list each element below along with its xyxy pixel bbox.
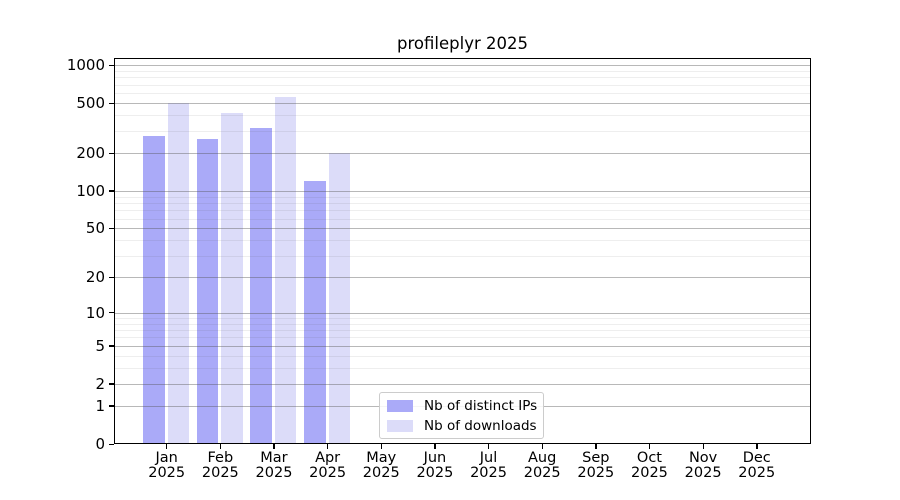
x-tick-mark xyxy=(380,444,383,449)
x-tick-label: Feb 2025 xyxy=(201,450,239,481)
legend-label-downloads: Nb of downloads xyxy=(424,417,537,434)
x-tick-label: Aug 2025 xyxy=(523,450,561,481)
gridline-major xyxy=(114,103,811,105)
y-tick-mark xyxy=(109,383,114,385)
legend: Nb of distinct IPs Nb of downloads xyxy=(379,392,544,439)
y-tick-mark xyxy=(109,405,114,407)
x-tick-mark xyxy=(488,444,490,449)
gridline-minor xyxy=(114,323,811,325)
gridline-minor xyxy=(114,210,811,212)
gridline-major xyxy=(114,228,811,230)
legend-swatch-distinct-ips-icon xyxy=(387,399,413,412)
gridline-minor xyxy=(114,337,811,339)
y-tick-label: 50 xyxy=(85,219,105,238)
y-tick-label: 1 xyxy=(95,396,105,415)
x-tick-label: May 2025 xyxy=(362,450,400,481)
x-tick-label: Apr 2025 xyxy=(309,450,347,481)
bar-downloads-mar-2025 xyxy=(274,97,297,444)
y-tick-label: 10 xyxy=(85,303,105,322)
gridline-minor xyxy=(114,218,811,220)
x-tick-mark xyxy=(595,444,597,449)
gridline-minor xyxy=(114,93,811,95)
gridline-minor xyxy=(114,131,811,133)
y-tick-label: 20 xyxy=(85,268,105,287)
gridline-minor xyxy=(114,240,811,242)
legend-item-distinct-ips: Nb of distinct IPs xyxy=(387,397,538,414)
x-tick-label: Jun 2025 xyxy=(416,450,454,481)
y-tick-label: 500 xyxy=(76,94,105,113)
y-tick-mark xyxy=(109,190,114,192)
x-tick-mark xyxy=(541,444,543,449)
y-tick-label: 1000 xyxy=(66,56,105,75)
y-tick-mark xyxy=(109,102,114,104)
gridline-minor xyxy=(114,329,811,331)
legend-swatch-downloads-icon xyxy=(387,419,413,432)
gridline-major xyxy=(114,345,811,347)
y-tick-label: 5 xyxy=(95,336,105,355)
y-tick-mark xyxy=(109,276,114,278)
gridline-minor xyxy=(114,84,811,86)
bar-distinct-ips-mar-2025 xyxy=(250,127,272,444)
bar-downloads-jan-2025 xyxy=(167,103,190,444)
x-tick-label: Jul 2025 xyxy=(470,450,507,481)
gridline-major xyxy=(114,190,811,192)
gridline-major xyxy=(114,383,811,385)
gridline-minor xyxy=(114,70,811,72)
gridline-minor xyxy=(114,355,811,357)
bar-distinct-ips-feb-2025 xyxy=(196,138,219,444)
x-tick-label: Sep 2025 xyxy=(577,450,615,481)
y-tick-mark xyxy=(109,64,114,66)
y-tick-mark xyxy=(109,312,114,314)
gridline-major xyxy=(114,277,811,279)
bar-downloads-feb-2025 xyxy=(221,113,243,444)
x-tick-label: Mar 2025 xyxy=(255,450,293,481)
x-tick-mark xyxy=(273,444,275,449)
gridline-minor xyxy=(114,317,811,319)
bar-downloads-apr-2025 xyxy=(328,153,351,444)
bar-distinct-ips-jan-2025 xyxy=(143,135,165,444)
legend-label-distinct-ips: Nb of distinct IPs xyxy=(424,397,538,414)
gridline-major xyxy=(114,312,811,314)
x-tick-mark xyxy=(756,444,758,449)
x-tick-mark xyxy=(702,444,704,449)
legend-item-downloads: Nb of downloads xyxy=(387,417,537,434)
gridline-major xyxy=(114,65,811,67)
x-tick-label: Jan 2025 xyxy=(148,450,186,481)
y-tick-label: 200 xyxy=(76,144,105,163)
gridline-minor xyxy=(114,115,811,117)
gridline-minor xyxy=(114,196,811,198)
x-tick-mark xyxy=(648,444,651,449)
x-tick-label: Dec 2025 xyxy=(738,450,776,481)
gridline-minor xyxy=(114,255,811,257)
bar-distinct-ips-apr-2025 xyxy=(304,181,326,444)
x-tick-mark xyxy=(434,444,436,449)
x-tick-label: Oct 2025 xyxy=(631,450,668,481)
y-tick-mark xyxy=(109,443,114,445)
gridline-major xyxy=(114,153,811,155)
chart-title: profileplyr 2025 xyxy=(397,34,528,53)
gridline-minor xyxy=(114,367,811,369)
y-tick-label: 100 xyxy=(76,181,105,200)
y-tick-label: 0 xyxy=(95,435,105,453)
y-tick-mark xyxy=(109,345,114,347)
x-tick-mark xyxy=(219,444,222,449)
gridline-minor xyxy=(114,203,811,205)
x-tick-mark xyxy=(166,444,168,449)
x-tick-label: Nov 2025 xyxy=(684,450,722,481)
gridline-minor xyxy=(114,77,811,79)
y-tick-mark xyxy=(109,227,114,230)
y-tick-mark xyxy=(109,152,114,154)
x-tick-mark xyxy=(327,444,329,449)
y-tick-label: 2 xyxy=(95,374,105,393)
